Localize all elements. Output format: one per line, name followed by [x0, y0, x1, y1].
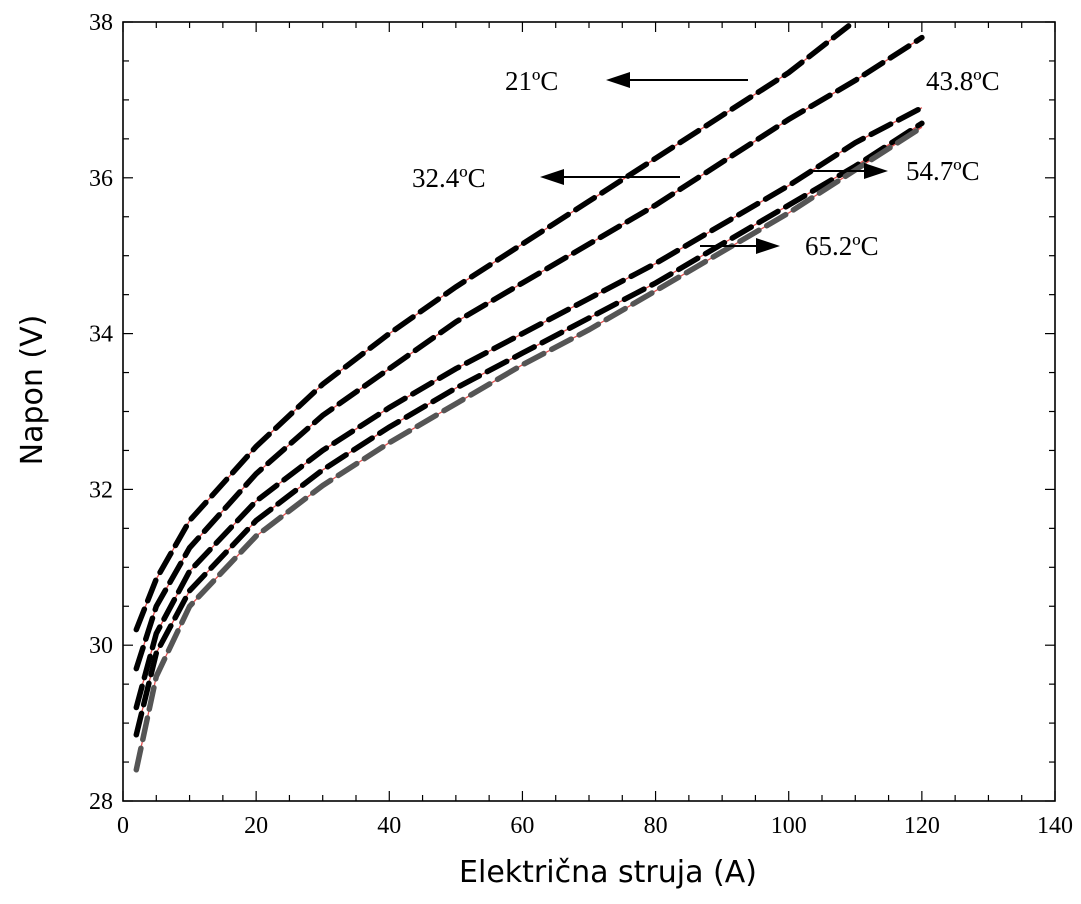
x-tick-label: 100: [771, 813, 807, 839]
y-tick-label: 36: [89, 166, 113, 192]
x-tick-label: 120: [904, 813, 940, 839]
arrow-head: [864, 163, 888, 179]
temperature-label: 54.7ºC: [906, 156, 980, 186]
x-tick-label: 0: [117, 813, 129, 839]
plot-frame: [122, 21, 1056, 802]
series-line: [133, 23, 852, 633]
y-axis-label: Napon (V): [15, 315, 50, 466]
x-tick-label: 40: [377, 813, 401, 839]
temperature-label: 21ºC: [505, 66, 558, 96]
x-tick-label: 140: [1037, 813, 1073, 839]
y-tick-label: 34: [89, 322, 113, 348]
series-line: [133, 104, 925, 711]
series-line: [133, 34, 925, 672]
y-tick-label: 38: [89, 10, 113, 36]
temperature-label: 65.2ºC: [805, 231, 879, 261]
series-lines: [133, 23, 925, 773]
y-tick-label: 30: [89, 633, 113, 659]
temperature-label: 32.4ºC: [412, 163, 486, 193]
arrow-head: [756, 238, 780, 254]
x-tick-label: 20: [244, 813, 268, 839]
temperature-label: 43.8ºC: [926, 66, 1000, 96]
x-tick-label: 60: [510, 813, 534, 839]
x-axis-label: Električna struja (A): [459, 855, 757, 890]
series-line: [133, 120, 925, 738]
x-tick-labels: 0 20 40 60 80 100 120 140: [117, 813, 1073, 839]
tick-marks: [122, 21, 1056, 802]
arrow-head: [606, 72, 630, 88]
y-tick-labels: 28 30 32 34 36 38: [89, 10, 113, 815]
series-line: [133, 124, 925, 773]
arrow-head: [540, 169, 564, 185]
x-tick-label: 80: [644, 813, 668, 839]
annotations: 21ºC 32.4ºC 43.8ºC 54.7ºC 65.2ºC: [412, 66, 1000, 261]
y-tick-label: 28: [89, 789, 113, 815]
y-tick-label: 32: [89, 477, 113, 503]
